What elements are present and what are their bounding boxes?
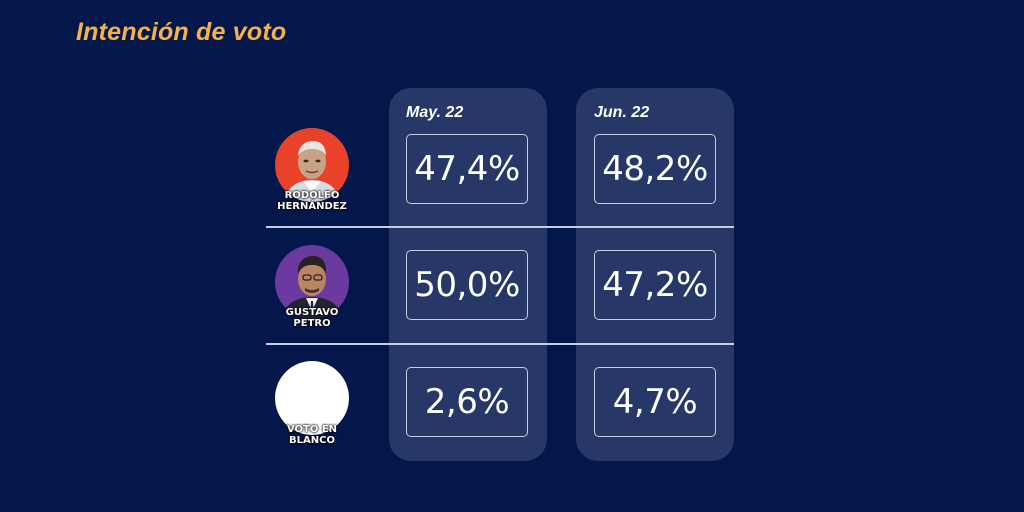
petro-portrait-icon: [275, 245, 349, 319]
chart-title: Intención de voto: [76, 18, 287, 46]
candidate-name-line1: RODOLFO: [284, 190, 340, 201]
candidate-name-blanco: VOTO EN BLANCO: [262, 424, 362, 446]
value-blanco-may: 2,6%: [406, 367, 528, 437]
value-petro-may: 50,0%: [406, 250, 528, 320]
hernandez-portrait-icon: [275, 128, 349, 202]
candidate-name-line2: BLANCO: [289, 435, 335, 446]
blank-vote-circle-icon: [275, 361, 349, 435]
value-blanco-jun: 4,7%: [594, 367, 716, 437]
candidate-name-line1: VOTO EN: [286, 424, 338, 435]
candidate-name-hernandez: RODOLFO HERNÁNDEZ: [262, 190, 362, 212]
candidate-name-line2: HERNÁNDEZ: [277, 201, 347, 212]
column-panel-jun: [576, 88, 734, 461]
column-header-may: May. 22: [406, 104, 464, 121]
row-divider: [266, 343, 734, 345]
row-divider: [266, 226, 734, 228]
candidate-name-petro: GUSTAVO PETRO: [262, 307, 362, 329]
value-petro-jun: 47,2%: [594, 250, 716, 320]
column-header-jun: Jun. 22: [594, 104, 650, 121]
candidate-name-line1: GUSTAVO: [285, 307, 339, 318]
value-hernandez-jun: 48,2%: [594, 134, 716, 204]
value-hernandez-may: 47,4%: [406, 134, 528, 204]
column-panel-may: [389, 88, 547, 461]
candidate-name-line2: PETRO: [293, 318, 331, 329]
